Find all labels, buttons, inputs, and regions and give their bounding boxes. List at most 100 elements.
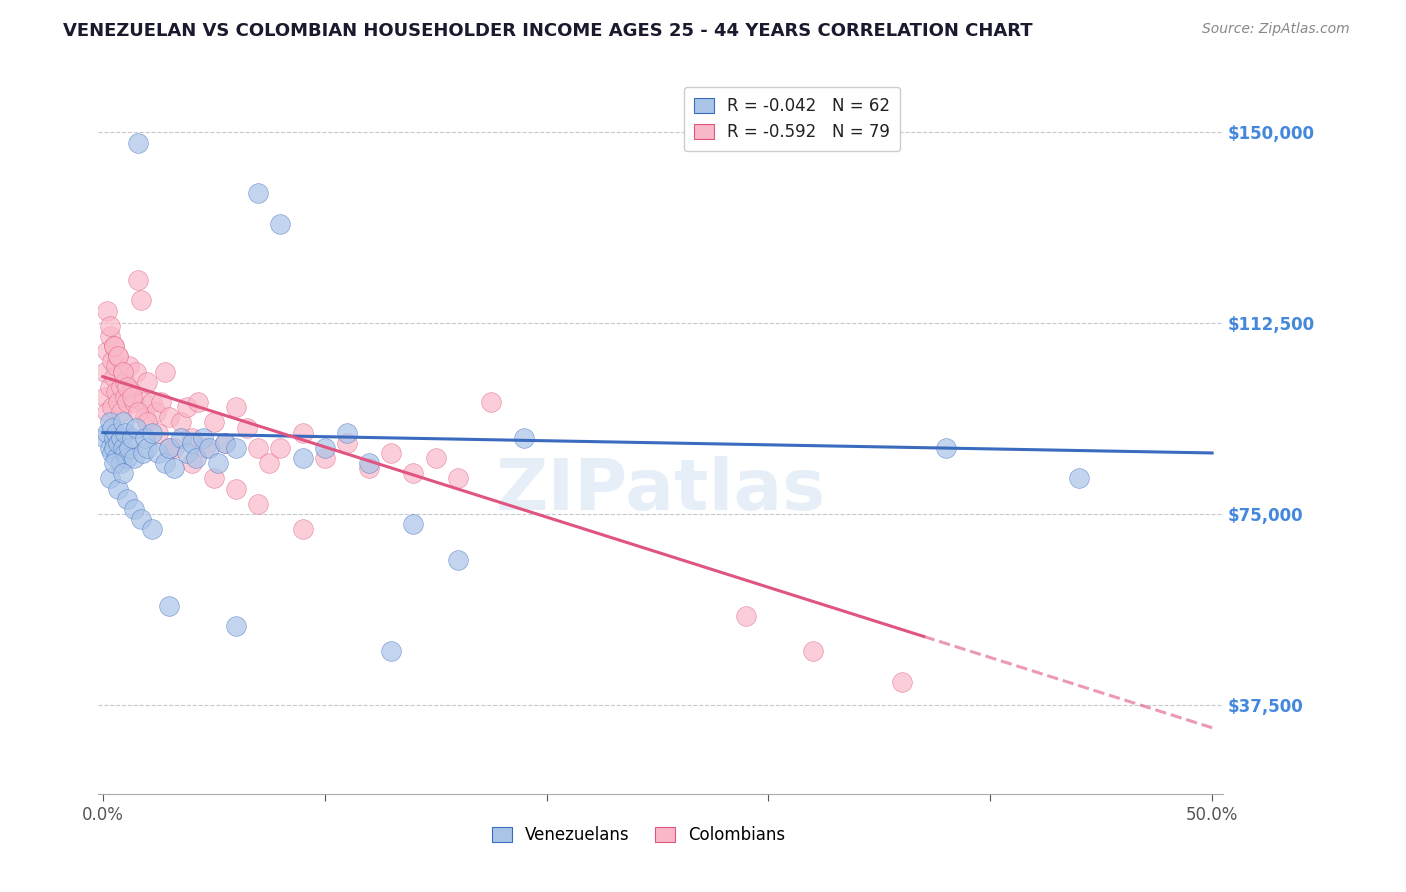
Point	[121, 390, 143, 404]
Point	[169, 416, 191, 430]
Point	[735, 608, 758, 623]
Point	[98, 318, 121, 333]
Point	[148, 425, 170, 440]
Point	[136, 375, 159, 389]
Point	[247, 441, 270, 455]
Point	[96, 405, 118, 419]
Point	[132, 395, 155, 409]
Point	[105, 359, 128, 374]
Point	[105, 425, 128, 440]
Point	[118, 441, 141, 455]
Point	[125, 420, 148, 434]
Point	[176, 446, 198, 460]
Point	[114, 375, 136, 389]
Point	[191, 431, 214, 445]
Point	[207, 456, 229, 470]
Point	[96, 344, 118, 359]
Point	[269, 217, 291, 231]
Point	[127, 405, 149, 419]
Point	[117, 491, 139, 506]
Point	[121, 431, 143, 445]
Point	[111, 416, 134, 430]
Point	[94, 365, 117, 379]
Point	[141, 425, 163, 440]
Text: VENEZUELAN VS COLOMBIAN HOUSEHOLDER INCOME AGES 25 - 44 YEARS CORRELATION CHART: VENEZUELAN VS COLOMBIAN HOUSEHOLDER INCO…	[63, 22, 1033, 40]
Point	[513, 431, 536, 445]
Point	[402, 517, 425, 532]
Point	[110, 405, 132, 419]
Point	[380, 644, 402, 658]
Point	[125, 365, 148, 379]
Point	[122, 451, 145, 466]
Point	[269, 441, 291, 455]
Point	[359, 456, 381, 470]
Point	[336, 435, 359, 450]
Point	[314, 451, 336, 466]
Point	[148, 446, 170, 460]
Point	[402, 467, 425, 481]
Point	[380, 446, 402, 460]
Point	[127, 136, 149, 150]
Point	[103, 431, 125, 445]
Point	[157, 599, 180, 613]
Point	[153, 456, 176, 470]
Point	[935, 441, 957, 455]
Point	[447, 553, 470, 567]
Point	[141, 395, 163, 409]
Text: Source: ZipAtlas.com: Source: ZipAtlas.com	[1202, 22, 1350, 37]
Point	[107, 395, 129, 409]
Point	[121, 384, 143, 399]
Point	[202, 471, 225, 485]
Point	[127, 273, 149, 287]
Point	[129, 293, 152, 308]
Point	[169, 431, 191, 445]
Point	[100, 400, 122, 414]
Point	[105, 451, 128, 466]
Point	[107, 435, 129, 450]
Point	[136, 416, 159, 430]
Point	[425, 451, 447, 466]
Point	[890, 675, 912, 690]
Point	[117, 380, 139, 394]
Point	[236, 420, 259, 434]
Point	[291, 425, 314, 440]
Point	[157, 410, 180, 425]
Point	[314, 441, 336, 455]
Point	[111, 441, 134, 455]
Point	[163, 461, 186, 475]
Point	[111, 467, 134, 481]
Point	[110, 380, 132, 394]
Point	[122, 502, 145, 516]
Point	[247, 186, 270, 201]
Point	[117, 395, 139, 409]
Point	[141, 522, 163, 536]
Point	[180, 435, 202, 450]
Point	[291, 451, 314, 466]
Point	[447, 471, 470, 485]
Point	[103, 339, 125, 353]
Point	[157, 441, 180, 455]
Point	[105, 384, 128, 399]
Point	[111, 365, 134, 379]
Point	[202, 416, 225, 430]
Point	[103, 456, 125, 470]
Point	[180, 456, 202, 470]
Point	[117, 451, 139, 466]
Point	[145, 405, 167, 419]
Point	[163, 441, 186, 455]
Point	[149, 395, 172, 409]
Point	[98, 416, 121, 430]
Point	[114, 390, 136, 404]
Point	[98, 380, 121, 394]
Point	[122, 395, 145, 409]
Point	[100, 354, 122, 368]
Point	[194, 441, 217, 455]
Point	[134, 431, 156, 445]
Point	[225, 482, 247, 496]
Point	[479, 395, 502, 409]
Point	[114, 446, 136, 460]
Point	[214, 435, 236, 450]
Point	[801, 644, 824, 658]
Point	[98, 471, 121, 485]
Point	[98, 329, 121, 343]
